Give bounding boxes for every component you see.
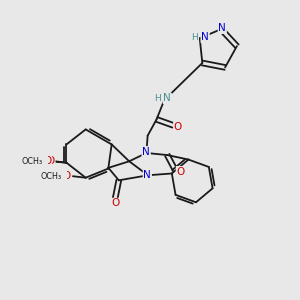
Text: H: H xyxy=(192,33,198,42)
Text: N: N xyxy=(142,147,150,157)
Text: O: O xyxy=(46,156,55,166)
Text: N: N xyxy=(164,93,171,103)
Text: O: O xyxy=(176,167,185,177)
Text: N: N xyxy=(218,23,226,33)
Text: H: H xyxy=(154,94,160,103)
Text: N: N xyxy=(143,170,151,180)
Text: O: O xyxy=(43,156,51,166)
Text: N: N xyxy=(201,32,209,42)
Text: O: O xyxy=(174,122,182,132)
Text: OCH₃: OCH₃ xyxy=(21,157,42,166)
Text: O: O xyxy=(62,171,70,181)
Text: OCH₃: OCH₃ xyxy=(40,172,62,181)
Text: O: O xyxy=(112,199,120,208)
Text: O: O xyxy=(30,156,38,166)
